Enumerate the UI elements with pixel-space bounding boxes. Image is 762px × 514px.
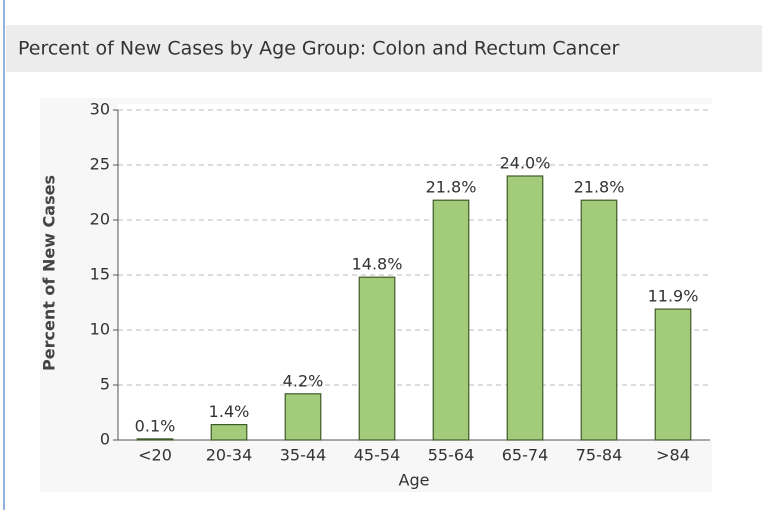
bar: [358, 276, 396, 441]
x-tick-label: 75-84: [576, 446, 623, 465]
header: [6, 25, 762, 72]
value-label: 21.8%: [426, 178, 477, 197]
x-tick-label: >84: [656, 446, 690, 465]
bar: [506, 175, 544, 441]
y-tick-label: 5: [100, 375, 110, 394]
value-label: 14.8%: [352, 255, 403, 274]
x-tick-label: 55-64: [428, 446, 475, 465]
value-label: 0.1%: [135, 416, 176, 435]
plot-area: [118, 104, 712, 440]
bar: [284, 393, 322, 441]
value-label: 24.0%: [500, 154, 551, 173]
y-tick-label: 10: [90, 320, 110, 339]
x-tick-label: 65-74: [502, 446, 549, 465]
value-label: 21.8%: [574, 178, 625, 197]
value-label: 1.4%: [209, 402, 250, 421]
y-tick-label: 20: [90, 210, 110, 229]
bar: [136, 438, 174, 441]
y-tick-label: 30: [90, 100, 110, 119]
x-tick-label: 35-44: [280, 446, 327, 465]
bar: [654, 308, 692, 441]
bar: [210, 424, 248, 441]
chart-title: Percent of New Cases by Age Group: Colon…: [18, 38, 619, 60]
x-tick-label: 20-34: [206, 446, 253, 465]
value-label: 11.9%: [648, 287, 699, 306]
value-label: 4.2%: [283, 371, 324, 390]
y-tick-label: 25: [90, 155, 110, 174]
y-axis-label: Percent of New Cases: [40, 175, 59, 371]
x-tick-label: <20: [138, 446, 172, 465]
bar: [432, 199, 470, 441]
y-tick-label: 0: [100, 430, 110, 449]
bar: [580, 199, 618, 441]
y-tick-label: 15: [90, 265, 110, 284]
x-tick-label: 45-54: [354, 446, 401, 465]
x-axis-label: Age: [399, 471, 430, 490]
